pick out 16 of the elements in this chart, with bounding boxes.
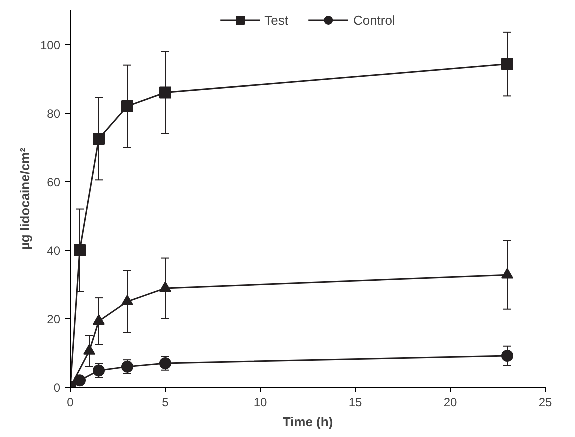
- y-tick-label: 20: [47, 312, 61, 326]
- y-tick-label: 0: [54, 381, 61, 395]
- x-axis-title: Time (h): [282, 414, 334, 430]
- x-tick-label: 25: [538, 396, 552, 410]
- y-tick-label: 100: [40, 38, 61, 52]
- legend-label: Test: [264, 12, 288, 28]
- y-axis-title: µg lidocaine/cm²: [17, 147, 32, 250]
- y-tick-label: 40: [47, 244, 61, 258]
- y-tick-label: 60: [47, 175, 61, 190]
- x-tick-label: 5: [162, 396, 170, 410]
- y-tick-label: 80: [47, 106, 61, 121]
- x-tick-label: 15: [348, 396, 362, 410]
- x-tick-label: 0: [67, 396, 74, 410]
- legend-label: Control: [353, 12, 396, 28]
- x-tick-label: 20: [444, 396, 458, 410]
- x-tick-label: 10: [254, 396, 268, 410]
